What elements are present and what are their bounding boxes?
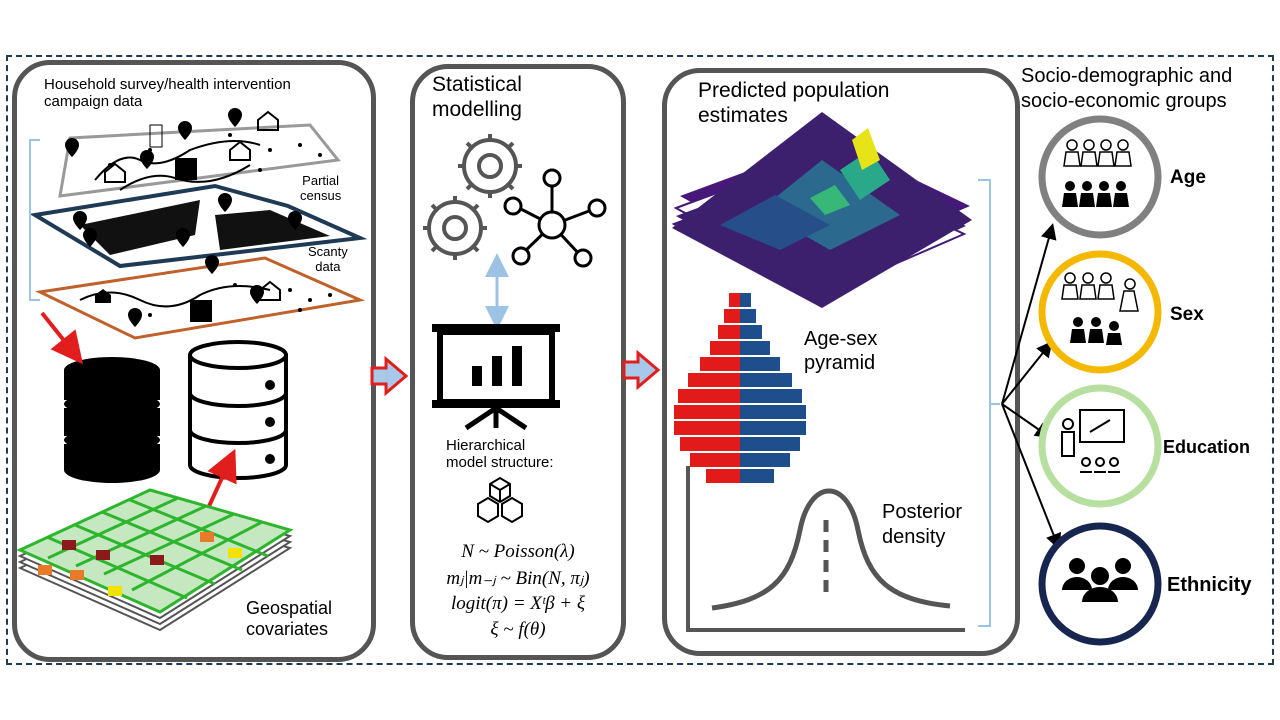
label-ethnicity: Ethnicity	[1167, 574, 1252, 596]
building-icons	[95, 110, 281, 322]
posterior-density-curve	[686, 466, 965, 632]
database-icon-black	[64, 357, 160, 483]
map-layer-partial-census	[29, 183, 368, 269]
partial-census-label: Partial census	[300, 173, 342, 203]
arrow-maps-to-db	[40, 311, 83, 365]
location-pin-icons	[65, 108, 302, 327]
survey-title: Household survey/health intervention camp…	[44, 76, 291, 111]
outputs-bracket	[978, 179, 1000, 627]
geospatial-label: Geospatial covariates	[246, 598, 333, 639]
map-layer-scanty-data	[34, 256, 366, 340]
equation-binomial: mⱼ|m₋ⱼ ~ Bin(N, πⱼ)	[446, 568, 590, 589]
equation-poisson: N ~ Poisson(λ)	[461, 541, 575, 562]
cubes-icon	[477, 476, 523, 524]
label-age: Age	[1170, 167, 1206, 188]
groups-title: Socio-demographic and socio-economic grou…	[1021, 65, 1233, 112]
posterior-label: Posterior density	[882, 501, 963, 548]
ring-age	[1038, 115, 1162, 239]
heatmap-layer-stack	[671, 112, 972, 308]
hierarchical-label: Hierarchical model structure:	[446, 437, 554, 472]
group-arrows	[1001, 223, 1062, 550]
modelling-title: Statistical modelling	[432, 73, 522, 122]
equation-logit: logit(π) = Xᵗβ + ξ	[450, 593, 586, 614]
gear-icon	[458, 134, 522, 198]
label-education: Education	[1163, 437, 1251, 457]
pyramid-label: Age-sex pyramid	[804, 328, 878, 374]
dashed-frame	[6, 55, 1274, 665]
label-sex: Sex	[1170, 304, 1204, 325]
map-layer-survey	[58, 123, 341, 198]
ring-sex	[1038, 250, 1162, 374]
scanty-data-label: Scanty data	[308, 244, 348, 274]
group-icon-ethnicity	[1062, 558, 1138, 602]
equation-xi: ξ ~ f(θ)	[490, 619, 546, 640]
ring-education	[1038, 384, 1162, 508]
network-icon	[503, 168, 607, 268]
people-icon-sex	[1061, 272, 1139, 345]
database-icon-outline	[188, 340, 288, 480]
block-arrow-2	[622, 349, 661, 391]
covariate-grid-stack	[16, 488, 294, 632]
age-sex-pyramid	[674, 293, 806, 483]
arrow-covariates-to-db	[203, 448, 237, 516]
block-arrow-1	[370, 355, 409, 397]
layers-bracket	[29, 139, 40, 301]
predicted-title: Predicted population estimates	[698, 79, 890, 128]
gear-icon-small	[423, 196, 487, 260]
teacher-icon-education	[1061, 409, 1125, 473]
presentation-chart-icon	[432, 324, 560, 431]
people-icon-age	[1062, 139, 1132, 207]
